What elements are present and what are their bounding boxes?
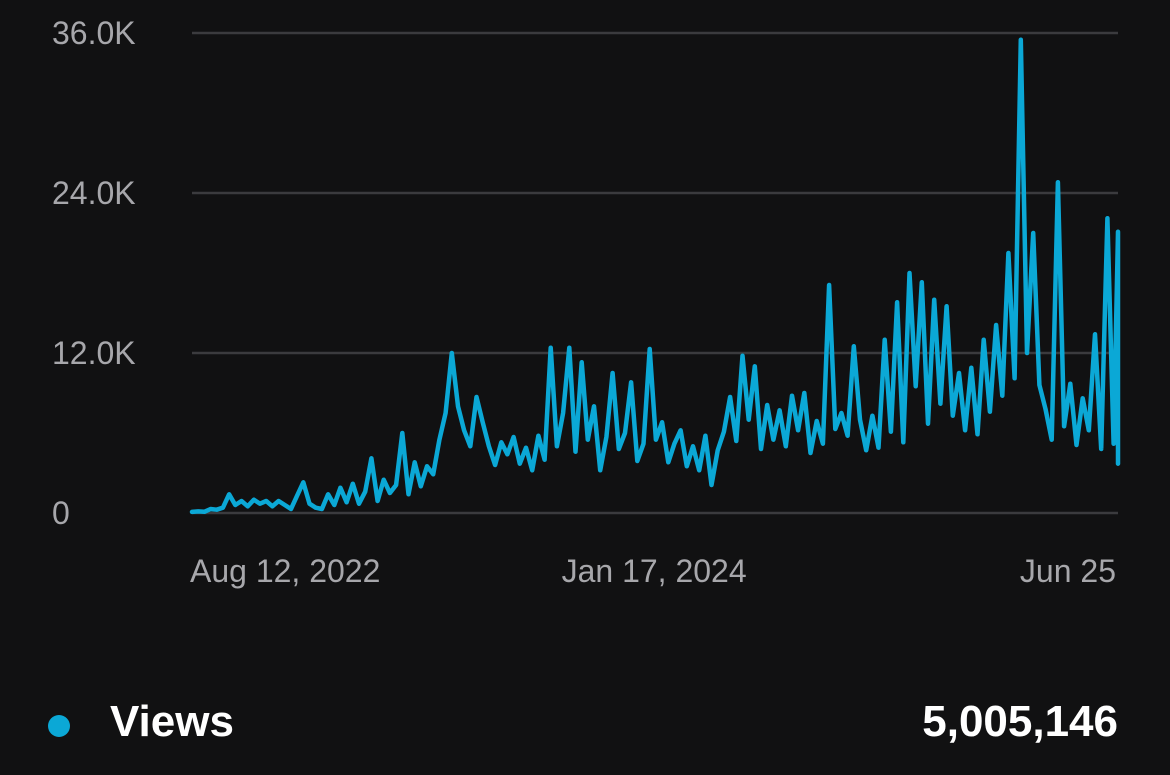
series-line-views	[189, 37, 1121, 515]
grid-lines	[192, 31, 1118, 515]
legend-dot-icon	[48, 715, 70, 737]
y-axis-tick-labels: 0 12.0K 24.0K 36.0K	[52, 15, 136, 531]
legend-total-value: 5,005,146	[922, 697, 1118, 746]
views-line-chart: 0 12.0K 24.0K 36.0K Aug 12, 2022 Jan 17, 202…	[52, 15, 1121, 589]
y-tick-label: 36.0K	[52, 15, 136, 51]
x-tick-label: Jan 17, 2024	[562, 553, 747, 589]
x-tick-label: Aug 12, 2022	[190, 553, 380, 589]
x-tick-label: Jun 25	[1020, 553, 1116, 589]
legend-label: Views	[110, 697, 234, 746]
series-lines	[189, 37, 1121, 515]
y-tick-label: 12.0K	[52, 335, 136, 371]
y-tick-label: 24.0K	[52, 175, 136, 211]
x-axis-tick-labels: Aug 12, 2022 Jan 17, 2024 Jun 25	[190, 553, 1116, 589]
y-tick-label: 0	[52, 495, 70, 531]
legend: Views 5,005,146	[0, 690, 1170, 760]
